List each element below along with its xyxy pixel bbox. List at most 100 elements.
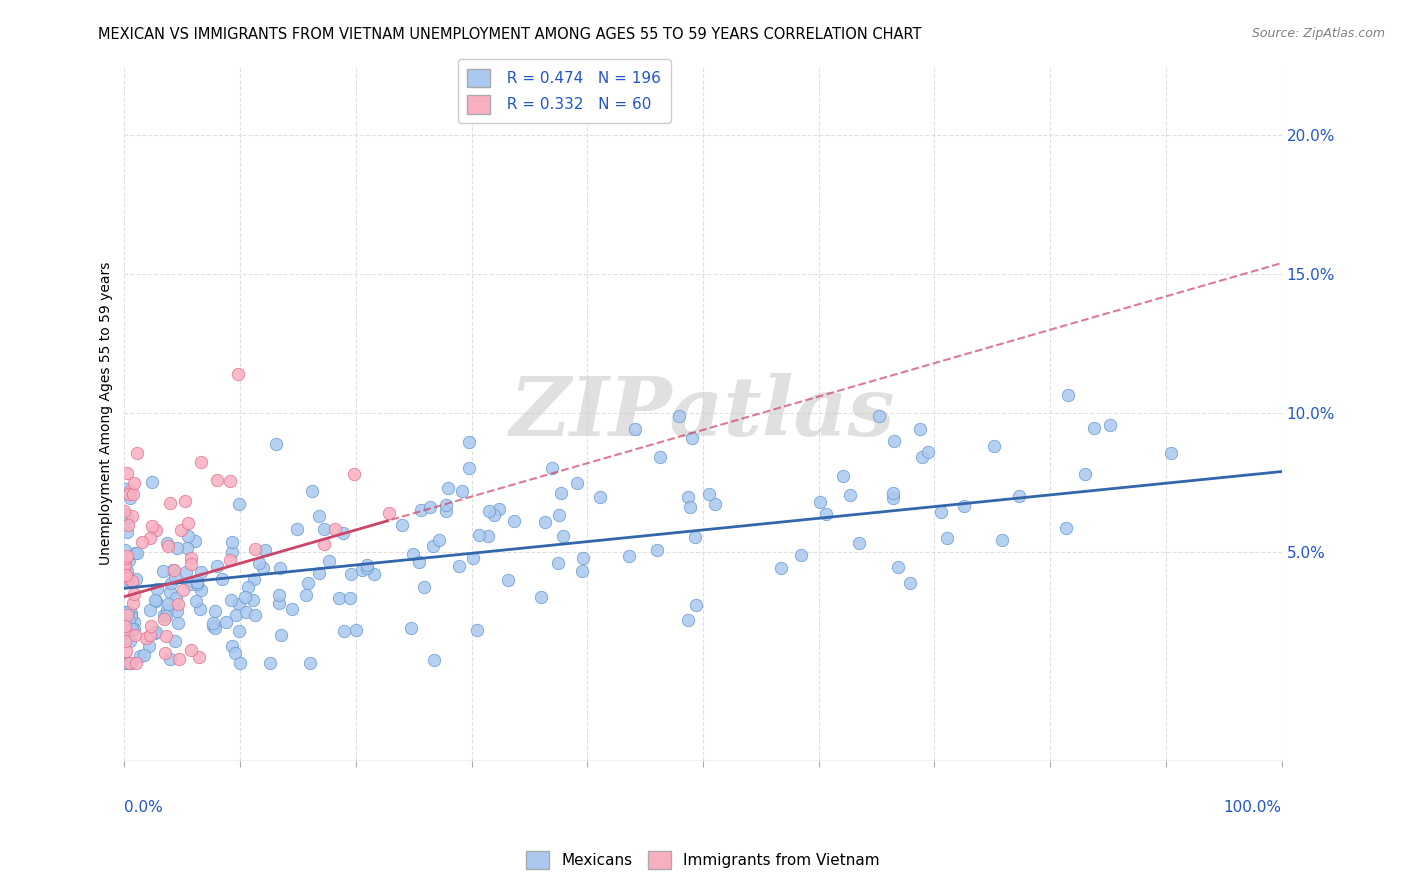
Point [184,594,207,608]
Point [118,614,141,628]
Point [166,591,188,606]
Point [188,602,211,616]
Legend: Mexicans, Immigrants from Vietnam: Mexicans, Immigrants from Vietnam [520,845,886,875]
Point [159,496,181,510]
Point [235,605,257,619]
Point [120,607,142,621]
Point [541,460,564,475]
Point [176,516,198,530]
Point [117,607,139,622]
Point [115,644,138,658]
Point [120,657,142,671]
Point [434,503,457,517]
Point [221,545,243,559]
Point [115,657,138,671]
Point [114,617,136,632]
Point [186,577,208,591]
Point [225,608,247,623]
Legend:   R = 0.474   N = 196,   R = 0.332   N = 60: R = 0.474 N = 196, R = 0.332 N = 60 [458,60,671,123]
Point [122,596,145,610]
Point [219,552,242,566]
Point [155,629,177,643]
Point [145,625,167,640]
Point [328,591,350,605]
Point [190,565,212,579]
Point [115,564,138,578]
Point [163,563,186,577]
Point [769,561,792,575]
Point [1057,388,1080,402]
Point [135,631,157,645]
Point [868,409,890,424]
Point [166,541,188,555]
Point [314,522,336,536]
Point [832,469,855,483]
Point [270,628,292,642]
Point [122,587,145,601]
Point [157,539,180,553]
Point [117,466,139,480]
Point [423,653,446,667]
Point [205,473,228,487]
Point [550,486,572,500]
Point [141,475,163,489]
Point [548,508,571,523]
Point [125,446,148,460]
Point [551,528,574,542]
Point [399,621,422,635]
Point [356,558,378,572]
Point [547,556,569,570]
Point [681,431,703,445]
Point [114,508,136,522]
Point [186,574,208,589]
Point [332,526,354,541]
Point [166,604,188,618]
Point [153,612,176,626]
Point [162,564,184,578]
Point [458,461,481,475]
Point [176,528,198,542]
Point [281,602,304,616]
Point [269,561,291,575]
Point [139,603,162,617]
Point [488,502,510,516]
Point [408,555,430,569]
Point [215,615,238,629]
Point [211,572,233,586]
Point [363,567,385,582]
Point [437,481,460,495]
Point [314,537,336,551]
Point [114,482,136,496]
Point [114,624,136,638]
Point [565,475,588,490]
Point [118,484,141,499]
Point [141,619,163,633]
Point [157,597,180,611]
Point [159,584,181,599]
Point [482,508,505,522]
Point [419,500,441,515]
Point [1160,446,1182,460]
Point [247,556,270,570]
Point [402,547,425,561]
Point [224,646,246,660]
Point [122,487,145,501]
Point [808,494,831,508]
Point [204,603,226,617]
Point [242,573,264,587]
Point [1083,421,1105,435]
Point [534,515,557,529]
Point [117,517,139,532]
Point [990,533,1012,548]
Y-axis label: Unemployment Among Ages 55 to 59 years: Unemployment Among Ages 55 to 59 years [100,261,114,565]
Point [114,558,136,572]
Point [676,490,699,504]
Point [145,594,167,608]
Point [898,576,921,591]
Point [465,623,488,637]
Point [434,498,457,512]
Point [229,657,252,671]
Point [451,483,474,498]
Point [343,467,366,481]
Point [1074,467,1097,481]
